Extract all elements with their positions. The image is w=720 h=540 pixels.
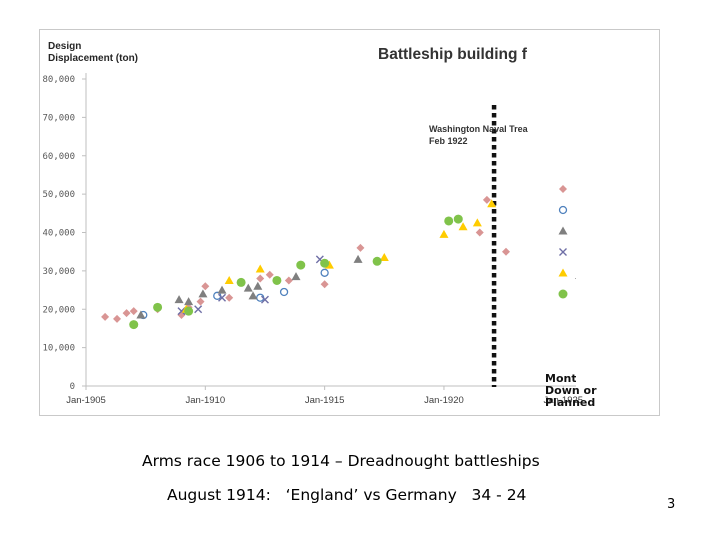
y-tick-label: 30,000 [42, 267, 75, 277]
italy-point [218, 293, 227, 302]
japan-point [255, 264, 265, 273]
japan-point [487, 199, 497, 208]
x-tick-label: Jan-1910 [186, 395, 226, 406]
germany-point [198, 289, 208, 298]
france-point [279, 287, 289, 297]
japan-point [439, 229, 449, 238]
germany-point [253, 281, 263, 290]
britain-point [475, 228, 484, 237]
germany-point [136, 310, 146, 319]
germany-point [248, 291, 258, 300]
chart: 0 10,000 20,000 30,000 40,000 50,000 60,000 70,… [42, 41, 629, 409]
usa-point [444, 216, 454, 226]
germany-point [174, 295, 184, 304]
y-tick-label: 0 [70, 382, 75, 392]
britain-point [356, 243, 365, 252]
usa-point [320, 258, 330, 268]
legend-france-marker [558, 205, 568, 215]
y-tick-label: 40,000 [42, 229, 75, 239]
legend-usa-marker [558, 289, 568, 299]
germany-point [184, 297, 194, 306]
y-tick-label: 10,000 [42, 344, 75, 354]
britain-point [502, 247, 510, 256]
britain-point [225, 293, 234, 302]
chart-crop-mask [576, 30, 659, 387]
britain-point [129, 307, 138, 316]
germany-point [291, 272, 301, 281]
y-tick-label: 60,000 [42, 152, 75, 162]
japan-point [472, 218, 482, 227]
britain-point [482, 195, 491, 204]
usa-point [184, 306, 194, 316]
y-tick-label: 70,000 [42, 113, 75, 123]
britain-point [196, 297, 205, 306]
y-tick-label: 50,000 [42, 190, 75, 200]
chart-frame: 0 10,000 20,000 30,000 40,000 50,000 60,000 70,… [39, 29, 660, 416]
x-tick-label: Jan-1920 [424, 395, 464, 406]
caption-line-1: Arms race 1906 to 1914 – Dreadnought bat… [142, 452, 540, 470]
germany-point [353, 254, 363, 263]
britain-point [122, 309, 131, 318]
usa-point [129, 320, 139, 330]
britain-point [284, 276, 293, 285]
japan-point [224, 275, 234, 284]
treaty-label: Washington Naval Trea Feb 1922 [429, 124, 529, 146]
britain-point [101, 312, 110, 321]
usa-point [453, 214, 463, 224]
legend-japan-marker [558, 268, 568, 277]
legend-germany-marker [558, 226, 568, 235]
germany-point [217, 285, 227, 294]
y-tick-label: 80,000 [42, 75, 75, 85]
usa-point [236, 277, 246, 287]
japan-point [379, 252, 389, 261]
germany-point [243, 283, 253, 292]
italy-point [194, 305, 203, 314]
caption-line-2: August 1914: ‘England’ vs Germany 34 - 2… [167, 486, 527, 504]
usa-point [372, 256, 382, 266]
italy-point [260, 295, 269, 304]
slide-number: 3 [667, 497, 676, 512]
legend-britain-marker [559, 185, 567, 193]
usa-point [296, 260, 306, 270]
usa-point [153, 302, 163, 312]
britain-point [265, 270, 274, 279]
britain-point [113, 314, 122, 323]
japan-point [458, 222, 468, 231]
italy-point [177, 307, 186, 316]
legend-italy-marker [559, 248, 567, 256]
britain-point [201, 282, 210, 291]
france-point [320, 268, 329, 277]
y-axis-label: Design Displacement (ton) [48, 41, 138, 64]
x-tick-label: Jan-1915 [305, 395, 345, 406]
x-tick-label: Jan-1925 [543, 395, 583, 406]
x-tick-label: Jan-1905 [66, 395, 106, 406]
y-tick-label: 20,000 [42, 305, 75, 315]
britain-point [256, 274, 265, 283]
usa-point [272, 275, 282, 285]
britain-point [320, 280, 329, 289]
chart-title: Battleship building f [378, 46, 528, 63]
